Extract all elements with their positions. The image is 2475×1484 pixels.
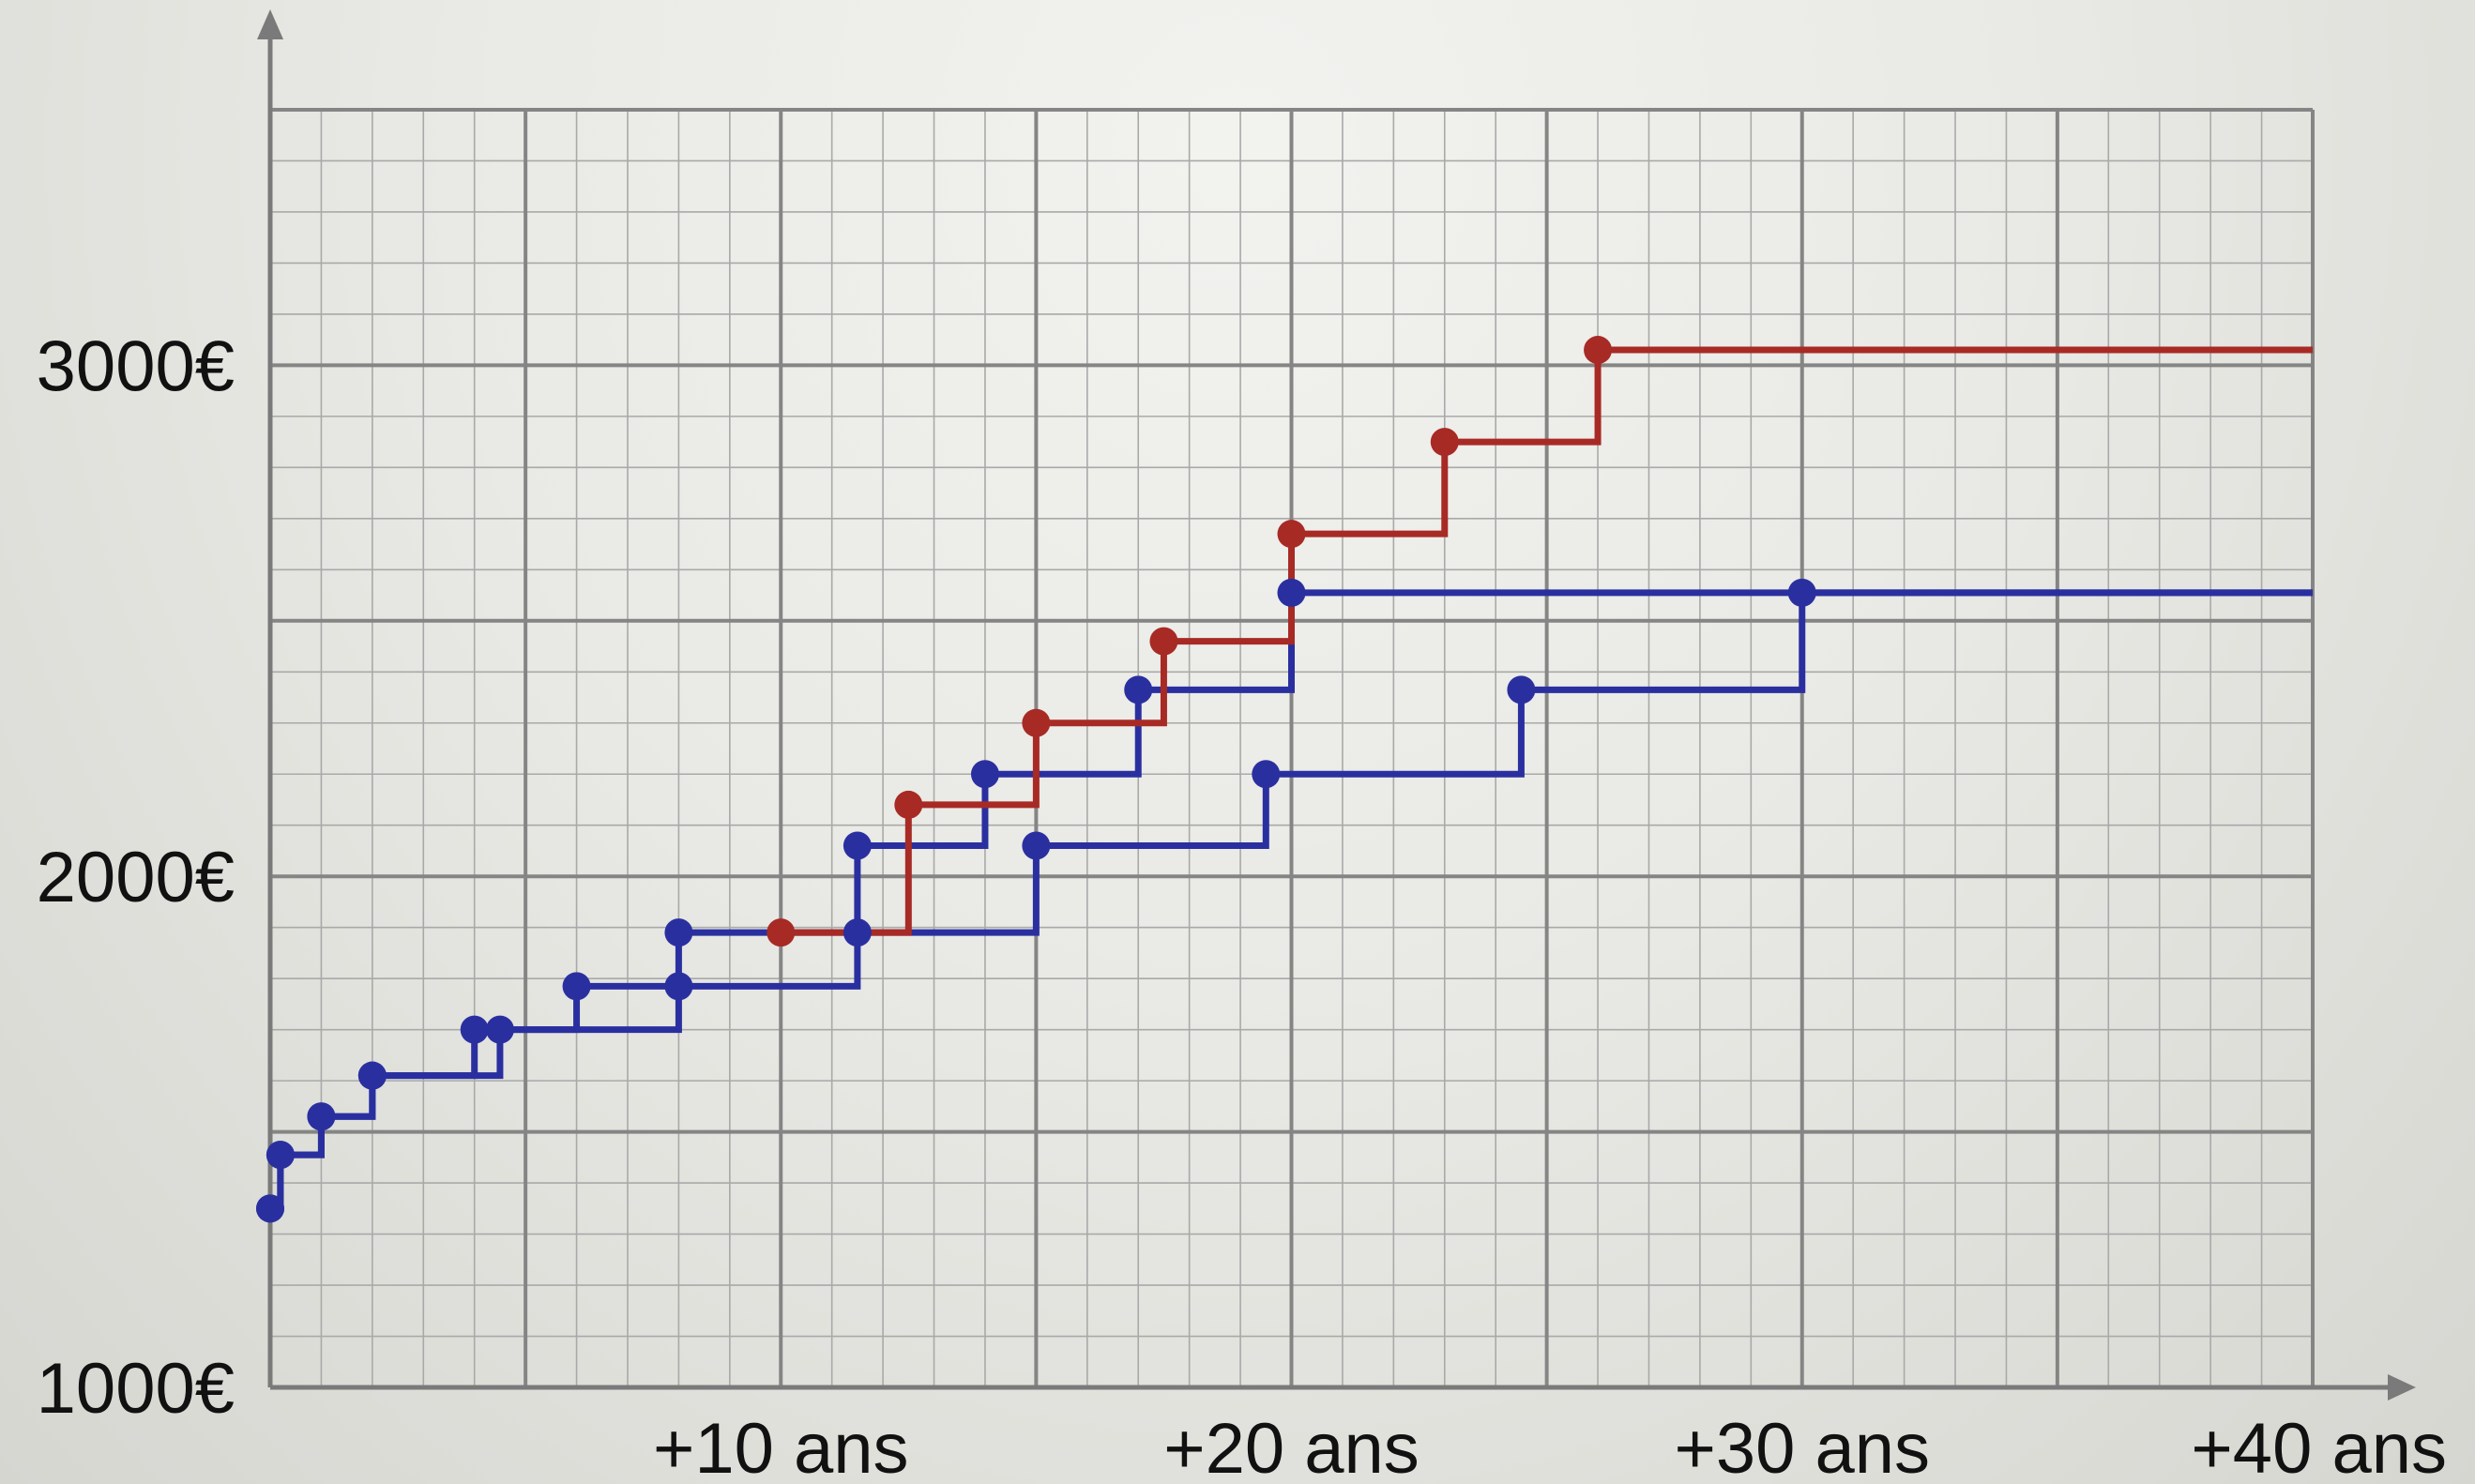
data-point-1 bbox=[485, 1015, 514, 1044]
x-axis-arrow-icon bbox=[2388, 1374, 2416, 1401]
tick-labels: 1000€ 2000€ 3000€ +10 ans +20 ans +30 ans +40 … bbox=[37, 326, 2447, 1484]
data-point-1 bbox=[1507, 675, 1536, 704]
x-tick-label: +20 ans bbox=[1163, 1409, 1420, 1484]
series-line-2 bbox=[781, 346, 2313, 936]
data-point-2 bbox=[1149, 627, 1178, 656]
x-tick-label: +40 ans bbox=[2191, 1409, 2447, 1484]
data-point-1 bbox=[843, 918, 872, 947]
data-point-2 bbox=[894, 790, 923, 819]
y-tick-label: 3000€ bbox=[37, 326, 235, 406]
data-point-2 bbox=[1022, 708, 1051, 737]
x-tick-label: +10 ans bbox=[653, 1409, 909, 1484]
data-point-1 bbox=[357, 1061, 387, 1090]
data-point-1 bbox=[1252, 760, 1281, 789]
data-point-0 bbox=[460, 1015, 489, 1044]
series-line-1 bbox=[270, 589, 2313, 1212]
data-point-1 bbox=[266, 1141, 295, 1170]
data-point-1 bbox=[307, 1102, 336, 1131]
data-point-0 bbox=[1277, 578, 1306, 607]
data-point-2 bbox=[767, 918, 796, 947]
data-point-0 bbox=[1124, 675, 1153, 704]
data-point-1 bbox=[256, 1194, 284, 1223]
y-tick-label: 1000€ bbox=[37, 1349, 235, 1429]
data-point-2 bbox=[1584, 336, 1613, 365]
y-tick-label: 2000€ bbox=[37, 838, 235, 917]
data-point-0 bbox=[970, 760, 999, 789]
data-point-2 bbox=[1277, 520, 1306, 549]
data-point-1 bbox=[664, 972, 693, 1001]
y-axis-arrow-icon bbox=[257, 9, 283, 39]
data-point-1 bbox=[1022, 831, 1051, 860]
data-point-0 bbox=[664, 918, 693, 947]
data-point-0 bbox=[843, 831, 872, 860]
data-point-2 bbox=[1430, 428, 1459, 457]
data-point-1 bbox=[1787, 578, 1816, 607]
axes bbox=[257, 9, 2416, 1401]
x-tick-label: +30 ans bbox=[1674, 1409, 1930, 1484]
series-layer bbox=[256, 336, 2313, 1223]
data-point-0 bbox=[562, 972, 591, 1001]
